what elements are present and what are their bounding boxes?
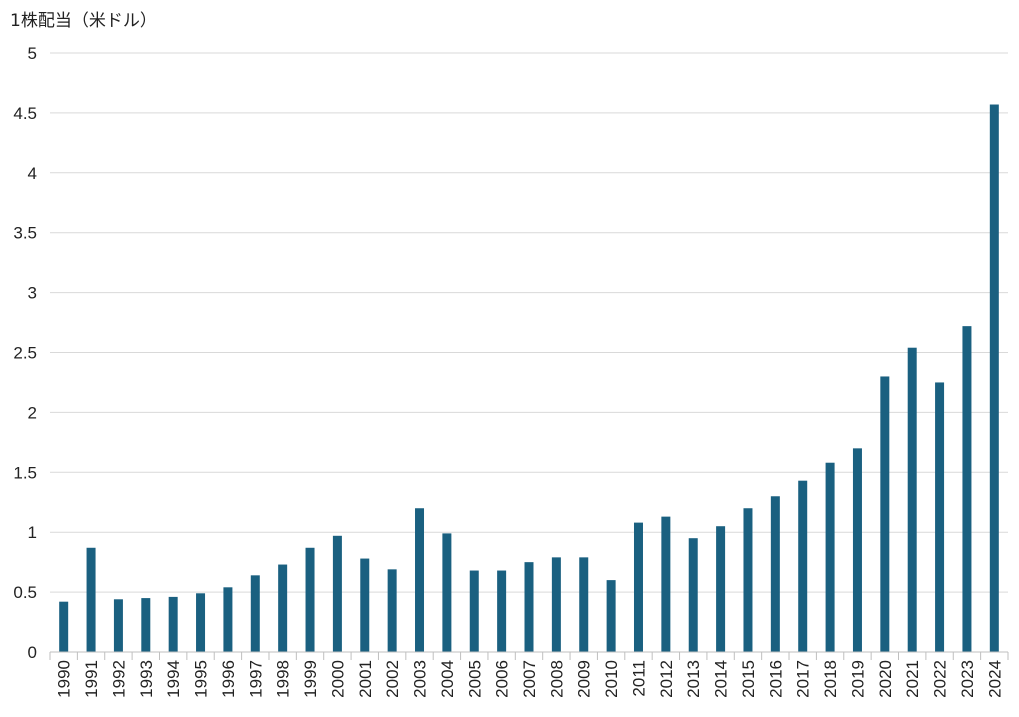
x-tick-label: 2004 [438,660,457,698]
x-tick-label: 2010 [602,660,621,698]
x-tick-label: 1992 [109,660,128,698]
bar-2002 [387,569,397,652]
bar-2001 [360,558,370,652]
bar-1993 [141,598,151,652]
bar-1992 [113,599,123,652]
x-tick-label: 2009 [575,660,594,698]
x-tick-label: 2023 [958,660,977,698]
bar-1991 [86,547,96,652]
x-tick-label: 1991 [82,660,101,698]
bar-2005 [469,570,479,652]
bar-2017 [798,480,808,652]
bar-2019 [852,448,862,652]
bar-1995 [196,593,206,652]
y-tick-label: 3 [28,284,37,303]
y-tick-label: 1 [28,523,37,542]
x-tick-label: 2000 [328,660,347,698]
x-tick-label: 2002 [383,660,402,698]
bar-1996 [223,587,233,652]
tick-labels: 0 0.5 1 1.5 2 2.5 3 3.5 4 4.5 5 1990 1991 1992 1993 199… [13,44,1004,698]
bar-2010 [606,580,616,652]
bar-2000 [332,535,342,652]
x-tick-label: 2007 [520,660,539,698]
y-tick-label: 3.5 [13,224,37,243]
x-tick-label: 1997 [246,660,265,698]
x-tick-label: 1993 [137,660,156,698]
bar-2013 [688,538,698,652]
y-tick-label: 2 [28,403,37,422]
bar-2004 [442,533,452,652]
bar-2020 [880,376,890,652]
x-tick-label: 2024 [985,660,1004,698]
y-tick-label: 4.5 [13,104,37,123]
x-tick-label: 2012 [657,660,676,698]
bar-1990 [59,601,69,652]
bar-2014 [716,526,726,652]
bar-2018 [825,462,835,652]
bar-2012 [661,516,671,652]
x-tick-label: 2021 [903,660,922,698]
bar-2011 [633,522,643,652]
x-tick-label: 1998 [274,660,293,698]
x-tick-label: 2013 [684,660,703,698]
bar-2024 [989,104,999,653]
bar-2003 [415,508,425,652]
x-tick-label: 2016 [766,660,785,698]
bar-2009 [579,557,589,652]
bars [59,104,999,653]
bar-2021 [907,347,917,652]
x-tick-label: 2008 [547,660,566,698]
x-tick-label: 2003 [411,660,430,698]
axes [49,651,1009,660]
x-tick-label: 2006 [493,660,512,698]
bar-1994 [168,596,178,652]
bar-1998 [278,564,288,652]
x-tick-label: 2015 [739,660,758,698]
bar-1997 [250,575,260,652]
x-tick-label: 2005 [465,660,484,698]
bar-2022 [935,382,945,652]
bar-2006 [497,570,507,652]
grid-lines [50,52,1008,593]
y-axis-title: 1株配当（米ドル） [10,11,157,31]
bar-2023 [962,326,972,652]
x-tick-label: 2001 [356,660,375,698]
x-tick-label: 1990 [55,660,74,698]
bar-2007 [524,562,534,652]
x-tick-label: 1995 [192,660,211,698]
x-tick-label: 2022 [931,660,950,698]
bar-1999 [305,547,315,652]
x-tick-label: 2017 [794,660,813,698]
bar-2015 [743,508,753,652]
x-tick-label: 2020 [876,660,895,698]
y-tick-label: 5 [28,44,37,63]
x-tick-label: 2014 [712,660,731,698]
x-tick-label: 2019 [848,660,867,698]
x-tick-label: 1994 [164,660,183,698]
y-tick-label: 2.5 [13,344,37,363]
y-tick-label: 4 [28,164,37,183]
x-tick-label: 1999 [301,660,320,698]
y-tick-label: 0 [28,643,37,662]
x-tick-label: 1996 [219,660,238,698]
x-tick-label: 2011 [629,660,648,697]
y-tick-label: 1.5 [13,463,37,482]
y-tick-label: 0.5 [13,583,37,602]
bar-2016 [770,496,780,652]
x-tick-label: 2018 [821,660,840,698]
bar-2008 [551,557,561,652]
